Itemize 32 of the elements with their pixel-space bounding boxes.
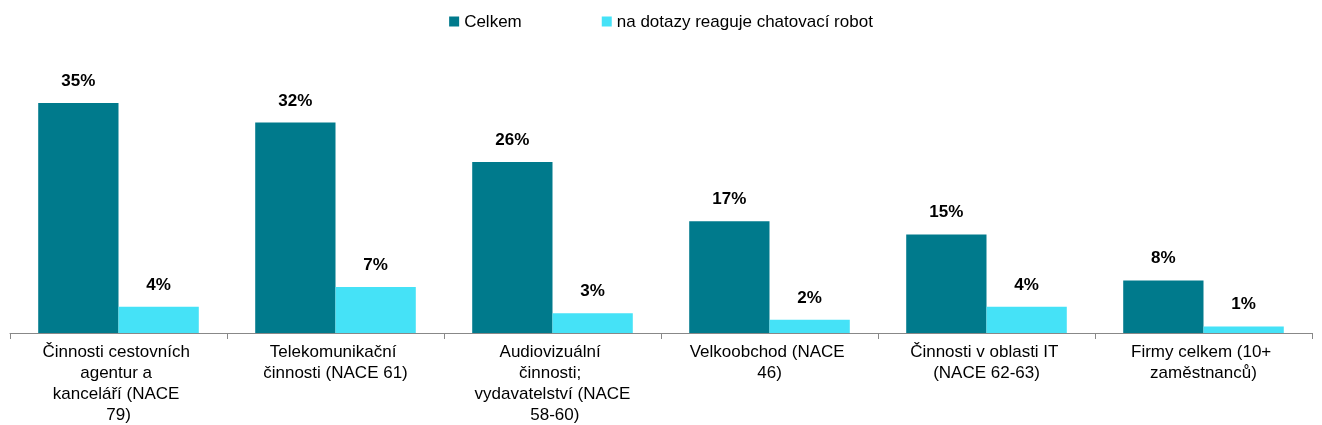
data-label: 17%	[712, 189, 747, 209]
data-label: 3%	[580, 281, 605, 301]
x-tick-label: Velkoobchod (NACE 46)	[689, 342, 850, 382]
data-label: 15%	[929, 202, 964, 222]
x-tick-label: Činnosti v oblasti IT (NACE 62-63)	[910, 342, 1063, 382]
bar	[38, 102, 119, 333]
data-label: 2%	[797, 287, 822, 307]
data-label: 4%	[146, 274, 171, 294]
x-tick-label: Činnosti cestovních agentur a kanceláří (NACE 79)	[42, 342, 195, 424]
data-label: 8%	[1151, 248, 1176, 268]
data-label: 35%	[61, 70, 96, 90]
data-label: 32%	[278, 90, 313, 110]
bar	[255, 122, 336, 333]
legend-label: Celkem	[464, 12, 522, 31]
bar	[335, 286, 416, 333]
data-label: 26%	[495, 130, 530, 150]
x-tick-label: Telekomunikační činnosti (NACE 61)	[263, 342, 408, 382]
data-label: 7%	[363, 254, 388, 274]
bar	[472, 162, 553, 333]
bar	[769, 319, 850, 333]
bar	[1123, 280, 1204, 333]
bar	[1203, 326, 1284, 333]
legend-label: na dotazy reaguje chatovací robot	[616, 12, 874, 31]
data-label: 1%	[1231, 294, 1256, 314]
bar	[986, 306, 1067, 333]
x-tick-label: Audiovizuální činnosti; vydavatelství (NACE 58-60)	[474, 342, 631, 424]
bar	[906, 234, 987, 333]
x-tick-label: Firmy celkem (10+ zaměstnanců)	[1131, 342, 1276, 382]
bar	[118, 306, 199, 333]
bar	[552, 313, 633, 333]
bar	[689, 221, 770, 333]
data-label: 4%	[1014, 274, 1039, 294]
